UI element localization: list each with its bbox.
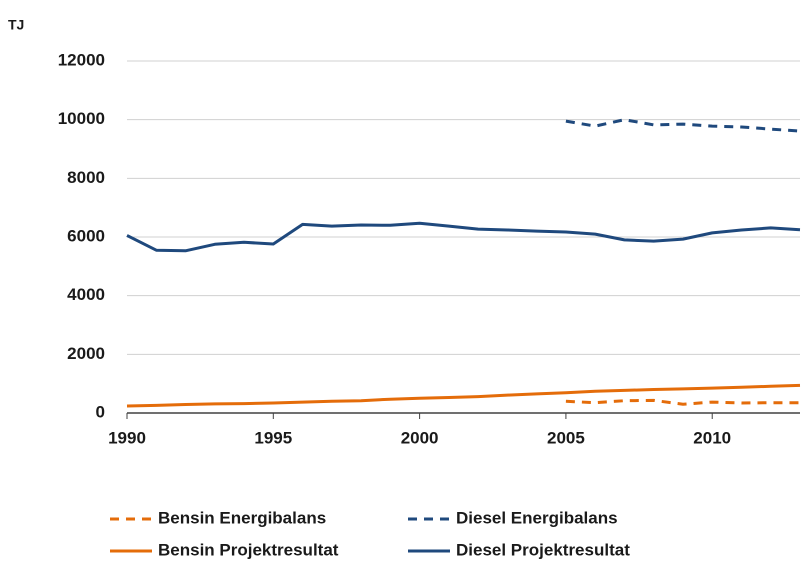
- series-line: [565, 398, 800, 406]
- y-tick-label: 10000: [58, 109, 105, 128]
- y-tick-label: 8000: [67, 168, 105, 187]
- legend-label: Diesel Projektresultat: [456, 540, 630, 559]
- y-tick-label: 12000: [58, 50, 105, 69]
- series-line: [126, 221, 801, 253]
- y-axis-label: TJ: [8, 17, 24, 33]
- y-tick-label: 4000: [67, 285, 105, 304]
- x-tick-label: 1990: [108, 428, 146, 447]
- series-line: [126, 383, 801, 408]
- x-tick-label: 1995: [254, 428, 292, 447]
- x-tick-label: 2005: [547, 428, 585, 447]
- y-tick-label: 0: [96, 402, 105, 421]
- legend-label: Diesel Energibalans: [456, 508, 618, 527]
- legend-label: Bensin Projektresultat: [158, 540, 339, 559]
- series-line: [565, 118, 801, 133]
- x-tick-label: 2010: [693, 428, 731, 447]
- y-tick-label: 2000: [67, 344, 105, 363]
- x-tick-label: 2000: [401, 428, 439, 447]
- legend-label: Bensin Energibalans: [158, 508, 326, 527]
- y-tick-label: 6000: [67, 226, 105, 245]
